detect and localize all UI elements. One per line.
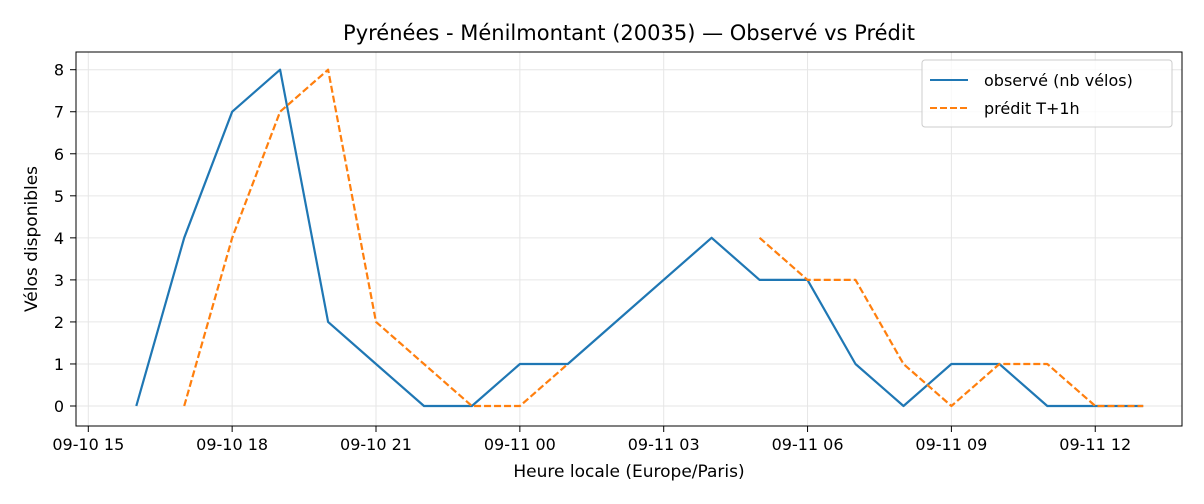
x-tick-label: 09-10 18 <box>196 435 268 454</box>
series-lines <box>135 68 1144 408</box>
predicted-line <box>758 236 1144 408</box>
y-tick-label: 7 <box>54 103 64 122</box>
y-tick-label: 1 <box>54 355 64 374</box>
y-tick-label: 2 <box>54 313 64 332</box>
y-tick-label: 0 <box>54 397 64 416</box>
x-tick-label: 09-10 15 <box>52 435 124 454</box>
y-tick-label: 8 <box>54 61 64 80</box>
x-tick-label: 09-11 12 <box>1059 435 1131 454</box>
legend-label-observed: observé (nb vélos) <box>984 71 1133 90</box>
x-axis-title: Heure locale (Europe/Paris) <box>513 462 744 482</box>
legend-box <box>921 59 1173 128</box>
y-tick-label: 3 <box>54 271 64 290</box>
chart-title: Pyrénées - Ménilmontant (20035) — Observ… <box>343 21 915 45</box>
y-tick-label: 6 <box>54 145 64 164</box>
legend: observé (nb vélos) prédit T+1h <box>921 59 1173 128</box>
x-tick-label: 09-11 00 <box>484 435 556 454</box>
x-tick-label: 09-11 06 <box>772 435 844 454</box>
y-axis-title: Vélos disponibles <box>22 166 42 312</box>
x-tick-label: 09-10 21 <box>340 435 412 454</box>
predicted-line <box>183 68 569 408</box>
observed-line <box>135 68 1144 408</box>
axis-ticks: 09-10 15 09-10 18 09-10 21 09-11 00 09-11 03… <box>52 61 1131 454</box>
plot-frame <box>75 51 1183 427</box>
x-tick-label: 09-11 03 <box>628 435 700 454</box>
y-tick-label: 4 <box>54 229 64 248</box>
y-tick-label: 5 <box>54 187 64 206</box>
x-tick-label: 09-11 09 <box>915 435 987 454</box>
legend-label-predicted: prédit T+1h <box>984 99 1080 118</box>
